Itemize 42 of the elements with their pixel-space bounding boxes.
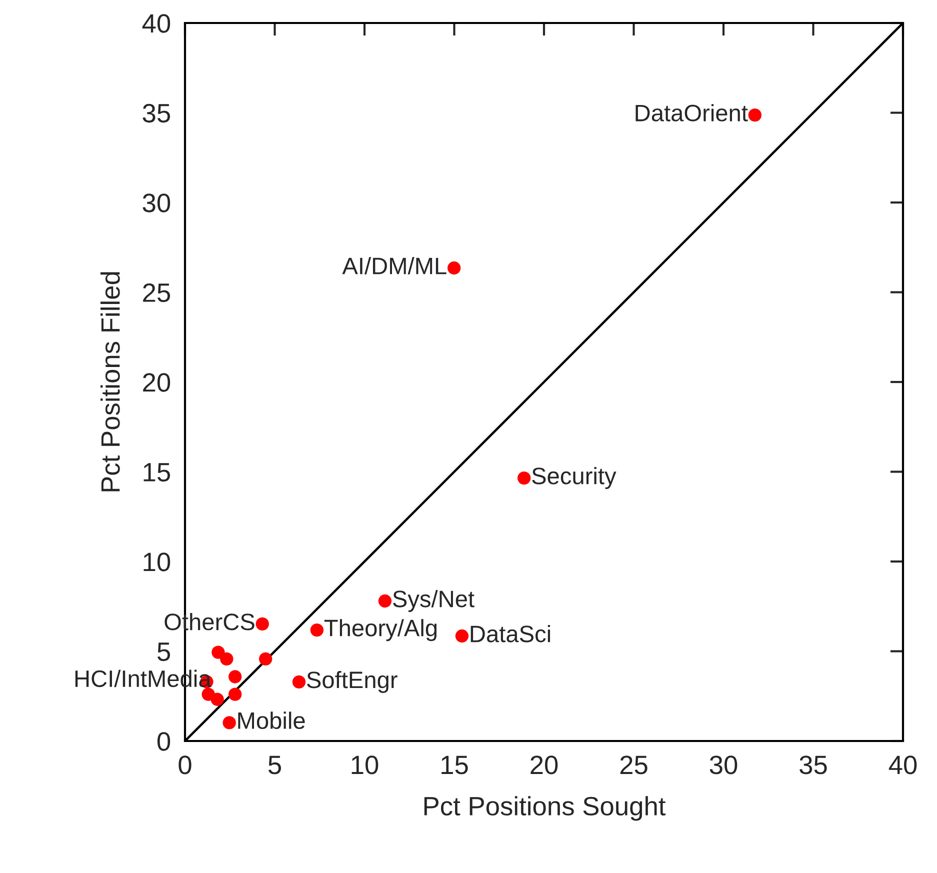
point: [256, 617, 269, 631]
point: [222, 716, 236, 730]
point: [748, 108, 762, 122]
annotation: SoftEngr: [307, 670, 398, 693]
y-tick-label: 25: [143, 283, 170, 302]
annotation: AI/DM/ML: [342, 257, 446, 274]
y-tick-label: 40: [142, 14, 170, 33]
annotation: Theory/Alg: [324, 619, 437, 642]
y-tick-label: 10: [144, 552, 170, 572]
point: [228, 670, 242, 684]
annotation: DataOrient: [636, 104, 748, 122]
x-axis-title: Pct Positions Sought: [424, 796, 666, 821]
y-tick-label: 5: [157, 642, 170, 662]
point: [517, 471, 531, 485]
point: [378, 594, 392, 608]
y-tick-label: 20: [143, 373, 170, 392]
x-tick-label: 0: [178, 756, 192, 774]
y-tick-label: 0: [157, 732, 170, 751]
point: [292, 675, 306, 689]
x-tick-label: 40: [888, 756, 917, 774]
x-tick-label: 25: [620, 756, 648, 774]
point: [259, 652, 272, 666]
x-tick-label: 20: [530, 756, 558, 774]
point: [455, 629, 469, 643]
y-tick-label: 35: [142, 104, 170, 123]
annotation: Mobile: [238, 712, 305, 730]
x-tick-label: 15: [442, 756, 468, 774]
point: [220, 652, 234, 666]
y-axis-title: Pct Positions Filled: [100, 272, 120, 492]
x-tick-label: 35: [800, 756, 827, 774]
x-tick-label: 10: [352, 756, 378, 774]
x-tick-label: 30: [710, 756, 738, 774]
y-tick-label: 30: [142, 194, 170, 212]
x-tick-label: 5: [268, 756, 281, 774]
point: [310, 623, 324, 637]
point: [228, 688, 242, 701]
annotation: Sys/Net: [392, 590, 474, 612]
annotation: Security: [532, 467, 616, 490]
point: [210, 692, 224, 706]
annotation: DataSci: [470, 624, 550, 642]
point: [447, 261, 461, 275]
y-tick-label: 15: [144, 463, 170, 482]
